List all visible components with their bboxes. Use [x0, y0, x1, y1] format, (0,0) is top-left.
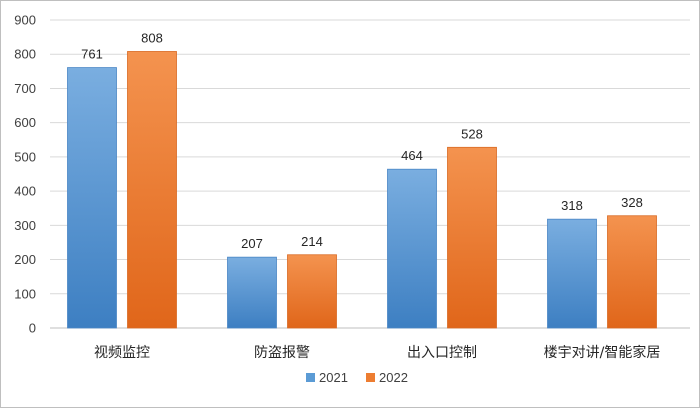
- legend-swatch-2022: [366, 373, 375, 382]
- legend: 2021 2022: [306, 370, 408, 385]
- y-tick-label: 200: [14, 252, 36, 267]
- data-label: 761: [81, 47, 103, 62]
- y-tick-label: 800: [14, 47, 36, 62]
- category-label: 防盗报警: [254, 345, 310, 361]
- y-tick-label: 900: [14, 13, 36, 28]
- data-label: 207: [241, 236, 263, 251]
- y-tick-label: 700: [14, 81, 36, 96]
- bar-2021: [547, 218, 597, 329]
- data-labels: 761 808 207 214 464 528 318 328: [81, 30, 643, 251]
- bar-2022: [447, 146, 497, 329]
- category-label: 出入口控制: [407, 345, 477, 361]
- x-axis-categories: 视频监控 防盗报警 出入口控制 楼宇对讲/智能家居: [94, 344, 660, 361]
- data-label: 318: [561, 198, 583, 213]
- bar-2022: [607, 215, 657, 329]
- y-tick-label: 500: [14, 149, 36, 164]
- y-axis-ticks: 0 100 200 300 400 500 600 700 800 900: [14, 13, 36, 336]
- data-label: 464: [401, 148, 423, 163]
- bars: [67, 51, 657, 329]
- data-label: 528: [461, 126, 483, 141]
- y-tick-label: 400: [14, 184, 36, 199]
- y-tick-label: 300: [14, 218, 36, 233]
- y-tick-label: 0: [29, 321, 36, 336]
- y-tick-label: 600: [14, 115, 36, 130]
- legend-label-2022: 2022: [379, 370, 408, 385]
- y-tick-label: 100: [14, 286, 36, 301]
- bar-2022: [287, 254, 337, 329]
- bar-2022: [127, 51, 177, 329]
- category-label: 视频监控: [94, 345, 150, 361]
- bar-2021: [227, 256, 277, 329]
- legend-swatch-2021: [306, 373, 315, 382]
- bar-2021: [67, 67, 117, 329]
- data-label: 328: [621, 195, 643, 210]
- data-label: 214: [301, 234, 323, 249]
- bar-2021: [387, 168, 437, 329]
- data-label: 808: [141, 30, 163, 45]
- category-label: 楼宇对讲/智能家居: [544, 344, 661, 361]
- legend-label-2021: 2021: [319, 370, 348, 385]
